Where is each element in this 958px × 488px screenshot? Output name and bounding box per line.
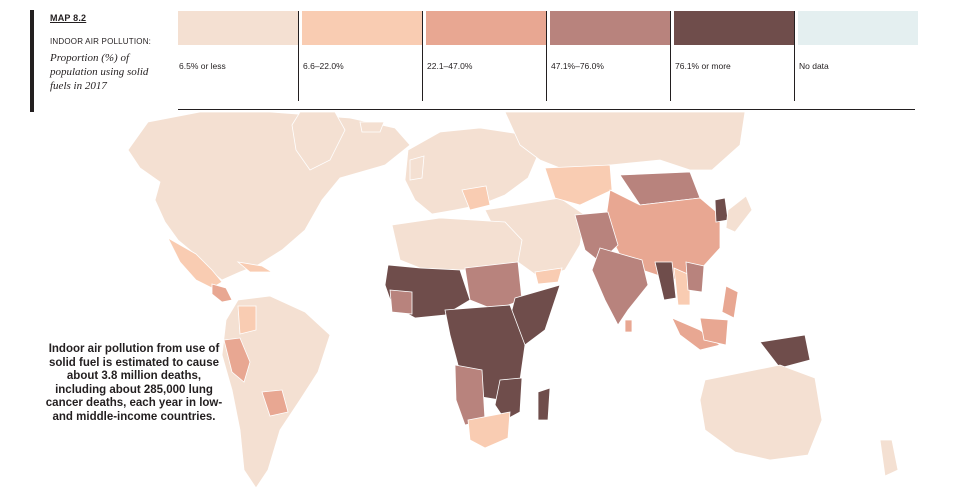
west-africa xyxy=(389,289,413,315)
south-africa xyxy=(467,411,511,449)
caribbean xyxy=(236,261,274,273)
legend-item-3: 47.1%–76.0% xyxy=(546,11,670,101)
legend-item-0: 6.5% or less xyxy=(178,11,298,101)
map-id: MAP 8.2 xyxy=(50,13,87,23)
iceland xyxy=(359,121,385,133)
thailand xyxy=(673,267,691,306)
bolivia xyxy=(261,389,289,417)
mexico xyxy=(167,236,223,289)
greenland xyxy=(291,111,346,171)
myanmar xyxy=(654,261,677,301)
legend-label-5: No data xyxy=(799,61,829,71)
borneo xyxy=(699,317,729,346)
new-zealand xyxy=(879,439,899,477)
north-america xyxy=(127,111,411,281)
uk xyxy=(409,155,425,181)
legend-rule xyxy=(178,109,915,110)
papua xyxy=(759,334,811,369)
laos-cambodia xyxy=(685,261,705,293)
korea-japan xyxy=(714,197,729,223)
yemen xyxy=(534,267,563,285)
legend-swatch-4 xyxy=(674,11,794,45)
peru xyxy=(223,337,251,383)
legend-item-4: 76.1% or more xyxy=(670,11,794,101)
australia xyxy=(699,364,823,461)
central-asia xyxy=(544,164,613,206)
legend-item-1: 6.6–22.0% xyxy=(298,11,422,101)
legend-subtitle: Proportion (%) of population using solid… xyxy=(50,52,149,92)
legend-title: INDOOR AIR POLLUTION: xyxy=(50,37,152,46)
legend-swatch-3 xyxy=(550,11,670,45)
legend-divider xyxy=(422,11,423,101)
legend-item-5: No data xyxy=(794,11,918,101)
europe xyxy=(404,127,541,215)
madagascar xyxy=(537,387,551,421)
legend-divider xyxy=(546,11,547,101)
india xyxy=(591,247,649,326)
side-bar-accent xyxy=(30,10,34,112)
legend-label-3: 47.1%–76.0% xyxy=(551,61,604,71)
colombia xyxy=(237,305,257,335)
russia xyxy=(504,111,746,171)
legend: 6.5% or less 6.6–22.0% 22.1–47.0% 47.1%–… xyxy=(178,11,918,101)
legend-swatch-5 xyxy=(798,11,918,45)
land-base xyxy=(127,111,899,488)
mozambique xyxy=(494,377,523,421)
legend-label-4: 76.1% or more xyxy=(675,61,731,71)
callout-text: Indoor air pollution from use of solid f… xyxy=(45,343,223,423)
legend-divider xyxy=(298,11,299,101)
north-africa xyxy=(391,217,523,271)
balkans xyxy=(461,185,491,211)
japan xyxy=(725,195,753,233)
legend-label-2: 22.1–47.0% xyxy=(427,61,473,71)
legend-label-1: 6.6–22.0% xyxy=(303,61,344,71)
central-america xyxy=(211,283,233,303)
legend-swatch-1 xyxy=(302,11,422,45)
indonesia-west xyxy=(671,317,721,351)
sri-lanka xyxy=(624,319,633,333)
philippines xyxy=(721,285,739,319)
legend-swatch-2 xyxy=(426,11,546,45)
legend-label-0: 6.5% or less xyxy=(179,61,226,71)
legend-item-2: 22.1–47.0% xyxy=(422,11,546,101)
angola-namibia xyxy=(454,364,486,426)
legend-divider xyxy=(794,11,795,101)
legend-divider xyxy=(670,11,671,101)
legend-swatch-0 xyxy=(178,11,298,45)
